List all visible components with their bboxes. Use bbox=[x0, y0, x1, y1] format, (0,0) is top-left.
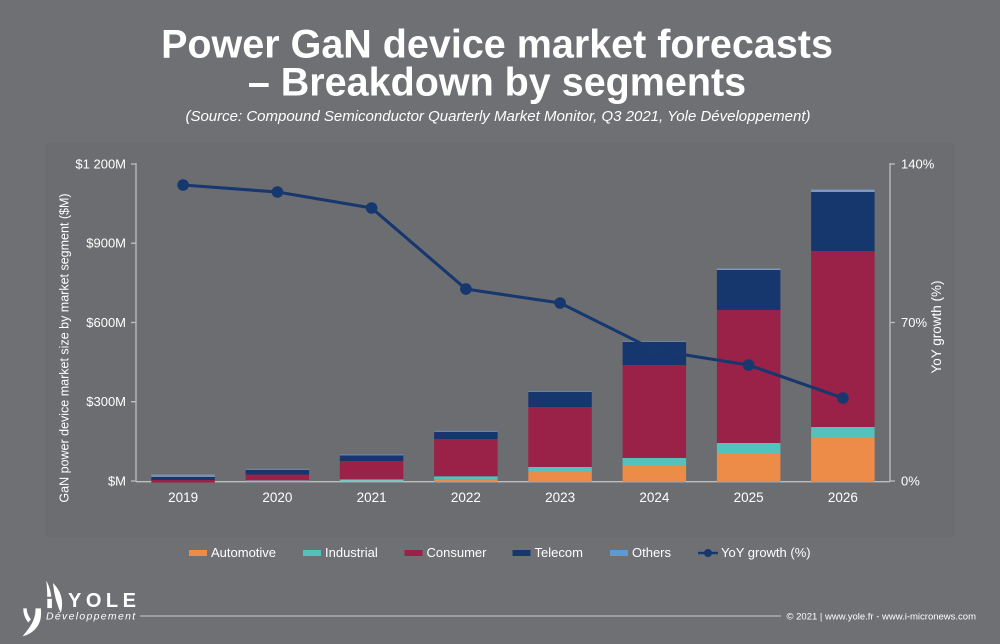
svg-text:Industrial: Industrial bbox=[325, 545, 378, 560]
svg-text:2022: 2022 bbox=[451, 490, 481, 505]
svg-text:2026: 2026 bbox=[828, 490, 858, 505]
svg-text:2023: 2023 bbox=[545, 490, 575, 505]
svg-text:2025: 2025 bbox=[734, 490, 764, 505]
svg-text:YOLE: YOLE bbox=[68, 590, 140, 612]
svg-text:Telecom: Telecom bbox=[535, 545, 583, 560]
svg-text:YoY growth (%): YoY growth (%) bbox=[721, 545, 811, 560]
svg-text:Power GaN device market foreca: Power GaN device market forecasts bbox=[161, 23, 833, 67]
svg-text:YoY growth (%): YoY growth (%) bbox=[929, 280, 944, 373]
svg-text:Développement: Développement bbox=[46, 611, 136, 623]
svg-text:$900M: $900M bbox=[86, 236, 126, 251]
svg-text:0%: 0% bbox=[901, 474, 920, 489]
svg-text:$600M: $600M bbox=[86, 315, 126, 330]
svg-text:(Source: Compound Semiconducto: (Source: Compound Semiconductor Quarterl… bbox=[185, 108, 810, 125]
svg-text:Automotive: Automotive bbox=[211, 545, 276, 560]
svg-text:2021: 2021 bbox=[357, 490, 387, 505]
svg-text:GaN power device market size b: GaN power device market size by market s… bbox=[58, 193, 72, 502]
svg-text:2020: 2020 bbox=[262, 490, 292, 505]
svg-text:© 2021 | www.yole.fr - www.i-m: © 2021 | www.yole.fr - www.i-micronews.c… bbox=[787, 612, 977, 623]
svg-text:$M: $M bbox=[108, 474, 126, 489]
svg-text:$1 200M: $1 200M bbox=[75, 157, 126, 172]
svg-text:140%: 140% bbox=[901, 157, 935, 172]
svg-text:$300M: $300M bbox=[86, 394, 126, 409]
svg-text:2019: 2019 bbox=[168, 490, 198, 505]
svg-text:– Breakdown by segments: – Breakdown by segments bbox=[248, 61, 746, 105]
svg-text:Consumer: Consumer bbox=[427, 545, 488, 560]
svg-text:2024: 2024 bbox=[639, 490, 670, 505]
svg-text:70%: 70% bbox=[901, 315, 927, 330]
svg-text:Others: Others bbox=[632, 545, 672, 560]
